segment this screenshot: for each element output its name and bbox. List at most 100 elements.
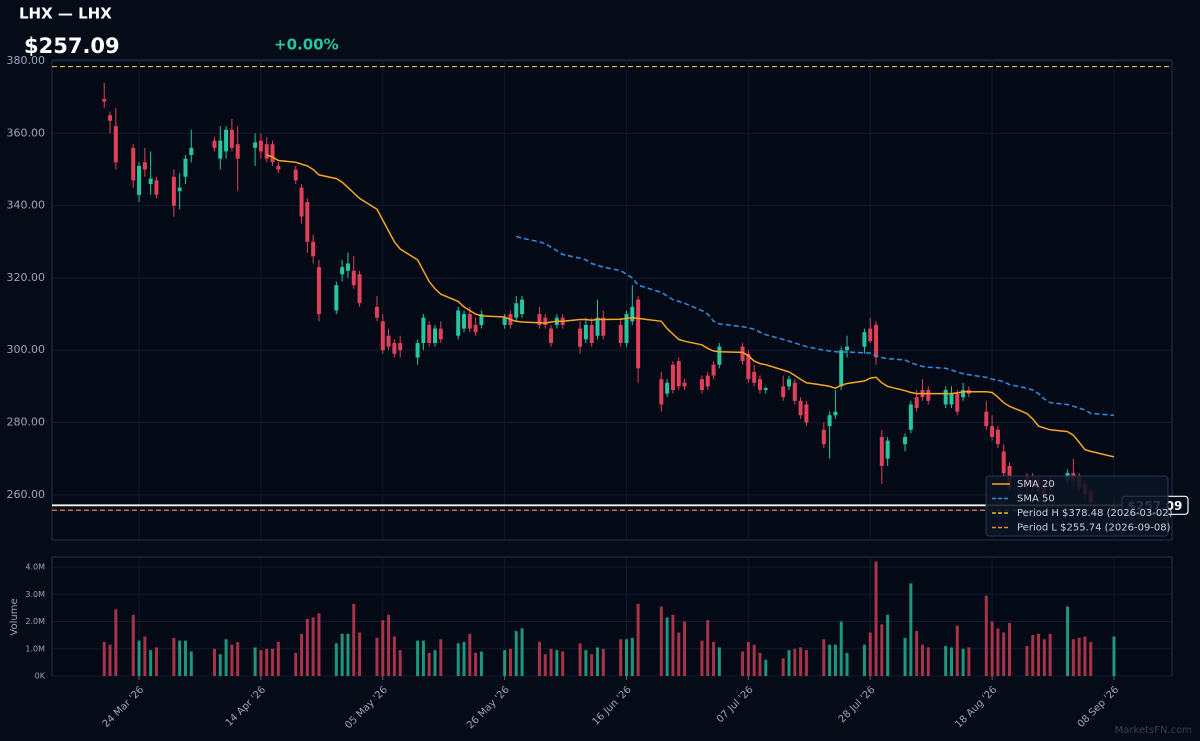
volume-bar: [926, 647, 930, 676]
volume-bar: [781, 658, 785, 676]
candle-body: [1001, 451, 1006, 474]
volume-bar: [1071, 639, 1075, 676]
volume-bar: [961, 648, 965, 676]
volume-bar: [967, 647, 971, 676]
volume-bar: [741, 651, 745, 676]
volume-bar: [230, 644, 234, 676]
candle-body: [264, 144, 269, 159]
candle-body: [357, 274, 362, 304]
candle-body: [218, 140, 223, 159]
change: +0.00%: [274, 36, 339, 54]
candle-body: [386, 335, 391, 347]
volume-bar: [114, 609, 118, 676]
volume-bar: [271, 648, 275, 676]
volume-bar: [218, 654, 222, 676]
volume-bar: [584, 650, 588, 676]
price: $257.09: [24, 34, 120, 58]
volume-bar: [793, 648, 797, 676]
volume-tick-label: 1.0M: [25, 644, 45, 653]
candle-body: [113, 126, 118, 163]
candle-body: [740, 346, 745, 362]
volume-bar: [294, 652, 298, 676]
candle-body: [624, 314, 629, 344]
candle-body: [543, 317, 548, 325]
volume-bar: [149, 650, 153, 676]
y-tick-label: 320.00: [7, 271, 46, 284]
candle-body: [212, 140, 217, 148]
candle-body: [177, 187, 182, 192]
candle-body: [746, 353, 751, 380]
volume-bar: [1037, 633, 1041, 676]
candle-body: [131, 147, 136, 181]
candle-body: [845, 346, 850, 351]
volume-bar: [183, 640, 187, 676]
volume-bar: [630, 637, 634, 676]
candle-body: [699, 379, 704, 390]
legend-box: [985, 475, 1169, 537]
y-tick-label: 340.00: [7, 199, 46, 212]
legend-label: SMA 20: [1017, 479, 1055, 490]
volume-bar: [1066, 606, 1070, 676]
volume-bar: [619, 639, 623, 676]
candle-body: [293, 169, 298, 181]
candle-body: [462, 314, 467, 329]
volume-bar: [259, 650, 263, 676]
volume-bar: [659, 606, 663, 676]
candle-body: [618, 324, 623, 344]
volume-bar: [920, 644, 924, 676]
candle-body: [258, 140, 263, 152]
volume-bar: [1042, 639, 1046, 676]
candle-body: [961, 390, 966, 398]
volume-bar: [311, 617, 315, 676]
candle-body: [514, 303, 519, 318]
candle-body: [171, 176, 176, 206]
candle-body: [473, 324, 478, 333]
volume-bar: [520, 628, 524, 676]
volume-bar: [712, 641, 716, 676]
volume-bar: [334, 643, 338, 676]
candle-body: [537, 314, 542, 325]
volume-bar: [949, 647, 953, 676]
volume-bar: [131, 614, 135, 676]
candle-body: [589, 324, 594, 344]
volume-bar: [352, 603, 356, 676]
candle-body: [270, 144, 275, 163]
volume-bar: [317, 613, 321, 676]
volume-bar: [874, 561, 878, 676]
volume-bar: [845, 652, 849, 676]
volume-bar: [822, 639, 826, 676]
volume-bar: [828, 644, 832, 676]
y-tick-label: 360.00: [7, 126, 46, 139]
volume-axis-label: Volume: [9, 598, 20, 635]
volume-bar: [1112, 636, 1116, 676]
candle-body: [908, 404, 913, 430]
candle-body: [781, 386, 786, 398]
candle-body: [380, 321, 385, 351]
candle-body: [311, 241, 316, 257]
volume-bar: [804, 650, 808, 676]
volume-tick-label: 4.0M: [25, 563, 45, 572]
volume-bar: [346, 633, 350, 676]
volume-bar: [265, 648, 269, 676]
candle-body: [752, 371, 757, 383]
candle-body: [392, 343, 397, 354]
volume-bar: [590, 654, 594, 676]
volume-bar: [880, 624, 884, 676]
candle-body: [804, 404, 809, 423]
volume-bar: [398, 650, 402, 676]
volume-bar: [456, 643, 460, 676]
volume-bar: [537, 641, 541, 676]
volume-bar: [595, 647, 599, 676]
volume-bar: [706, 620, 710, 676]
sma-line: [266, 154, 1115, 458]
volume-bar: [358, 632, 362, 676]
candle-body: [316, 267, 321, 315]
candle-body: [601, 317, 606, 336]
volume-bar: [421, 640, 425, 676]
volume-tick-label: 0K: [35, 672, 46, 681]
candle-body: [583, 324, 588, 340]
volume-bar: [1002, 632, 1006, 676]
volume-bar: [427, 652, 431, 676]
volume-bar: [700, 640, 704, 676]
